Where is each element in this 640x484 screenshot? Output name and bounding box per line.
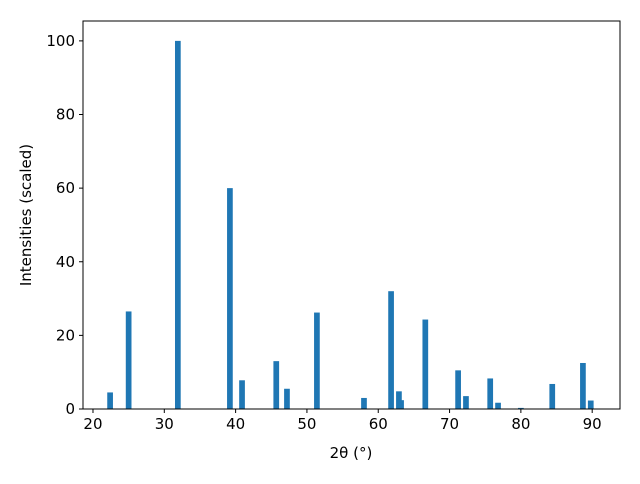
x-axis-label: 2θ (°) <box>330 444 373 462</box>
x-tick-label: 70 <box>440 415 459 433</box>
bar <box>518 407 524 409</box>
x-tick-label: 40 <box>226 415 245 433</box>
bar <box>361 397 367 409</box>
bar <box>239 380 245 409</box>
bar <box>107 392 113 409</box>
y-tick-label: 0 <box>65 400 75 418</box>
y-tick-label: 20 <box>56 326 75 344</box>
plot-frame <box>82 20 621 410</box>
bar <box>273 361 280 409</box>
bar <box>227 188 233 409</box>
bar <box>580 362 586 409</box>
y-axis-label: Intensities (scaled) <box>17 144 35 286</box>
bar <box>314 312 320 409</box>
bar <box>284 388 290 409</box>
x-tick-label: 60 <box>369 415 388 433</box>
x-tick-label: 50 <box>297 415 316 433</box>
bar <box>487 378 494 409</box>
x-tick-label: 30 <box>155 415 174 433</box>
bar <box>388 291 394 409</box>
y-tick-label: 40 <box>56 253 75 271</box>
x-tick-label: 20 <box>83 415 102 433</box>
bar <box>587 400 594 409</box>
bar <box>398 400 404 409</box>
bar <box>422 319 429 409</box>
bar <box>463 396 469 409</box>
bar <box>549 383 556 409</box>
y-tick-label: 100 <box>46 32 75 50</box>
bar <box>174 40 181 409</box>
x-tick-label: 90 <box>583 415 602 433</box>
bar <box>125 311 132 409</box>
bar <box>495 402 501 409</box>
y-tick-label: 60 <box>56 179 75 197</box>
bar <box>455 370 461 409</box>
y-tick-label: 80 <box>56 106 75 124</box>
x-tick-label: 80 <box>511 415 530 433</box>
